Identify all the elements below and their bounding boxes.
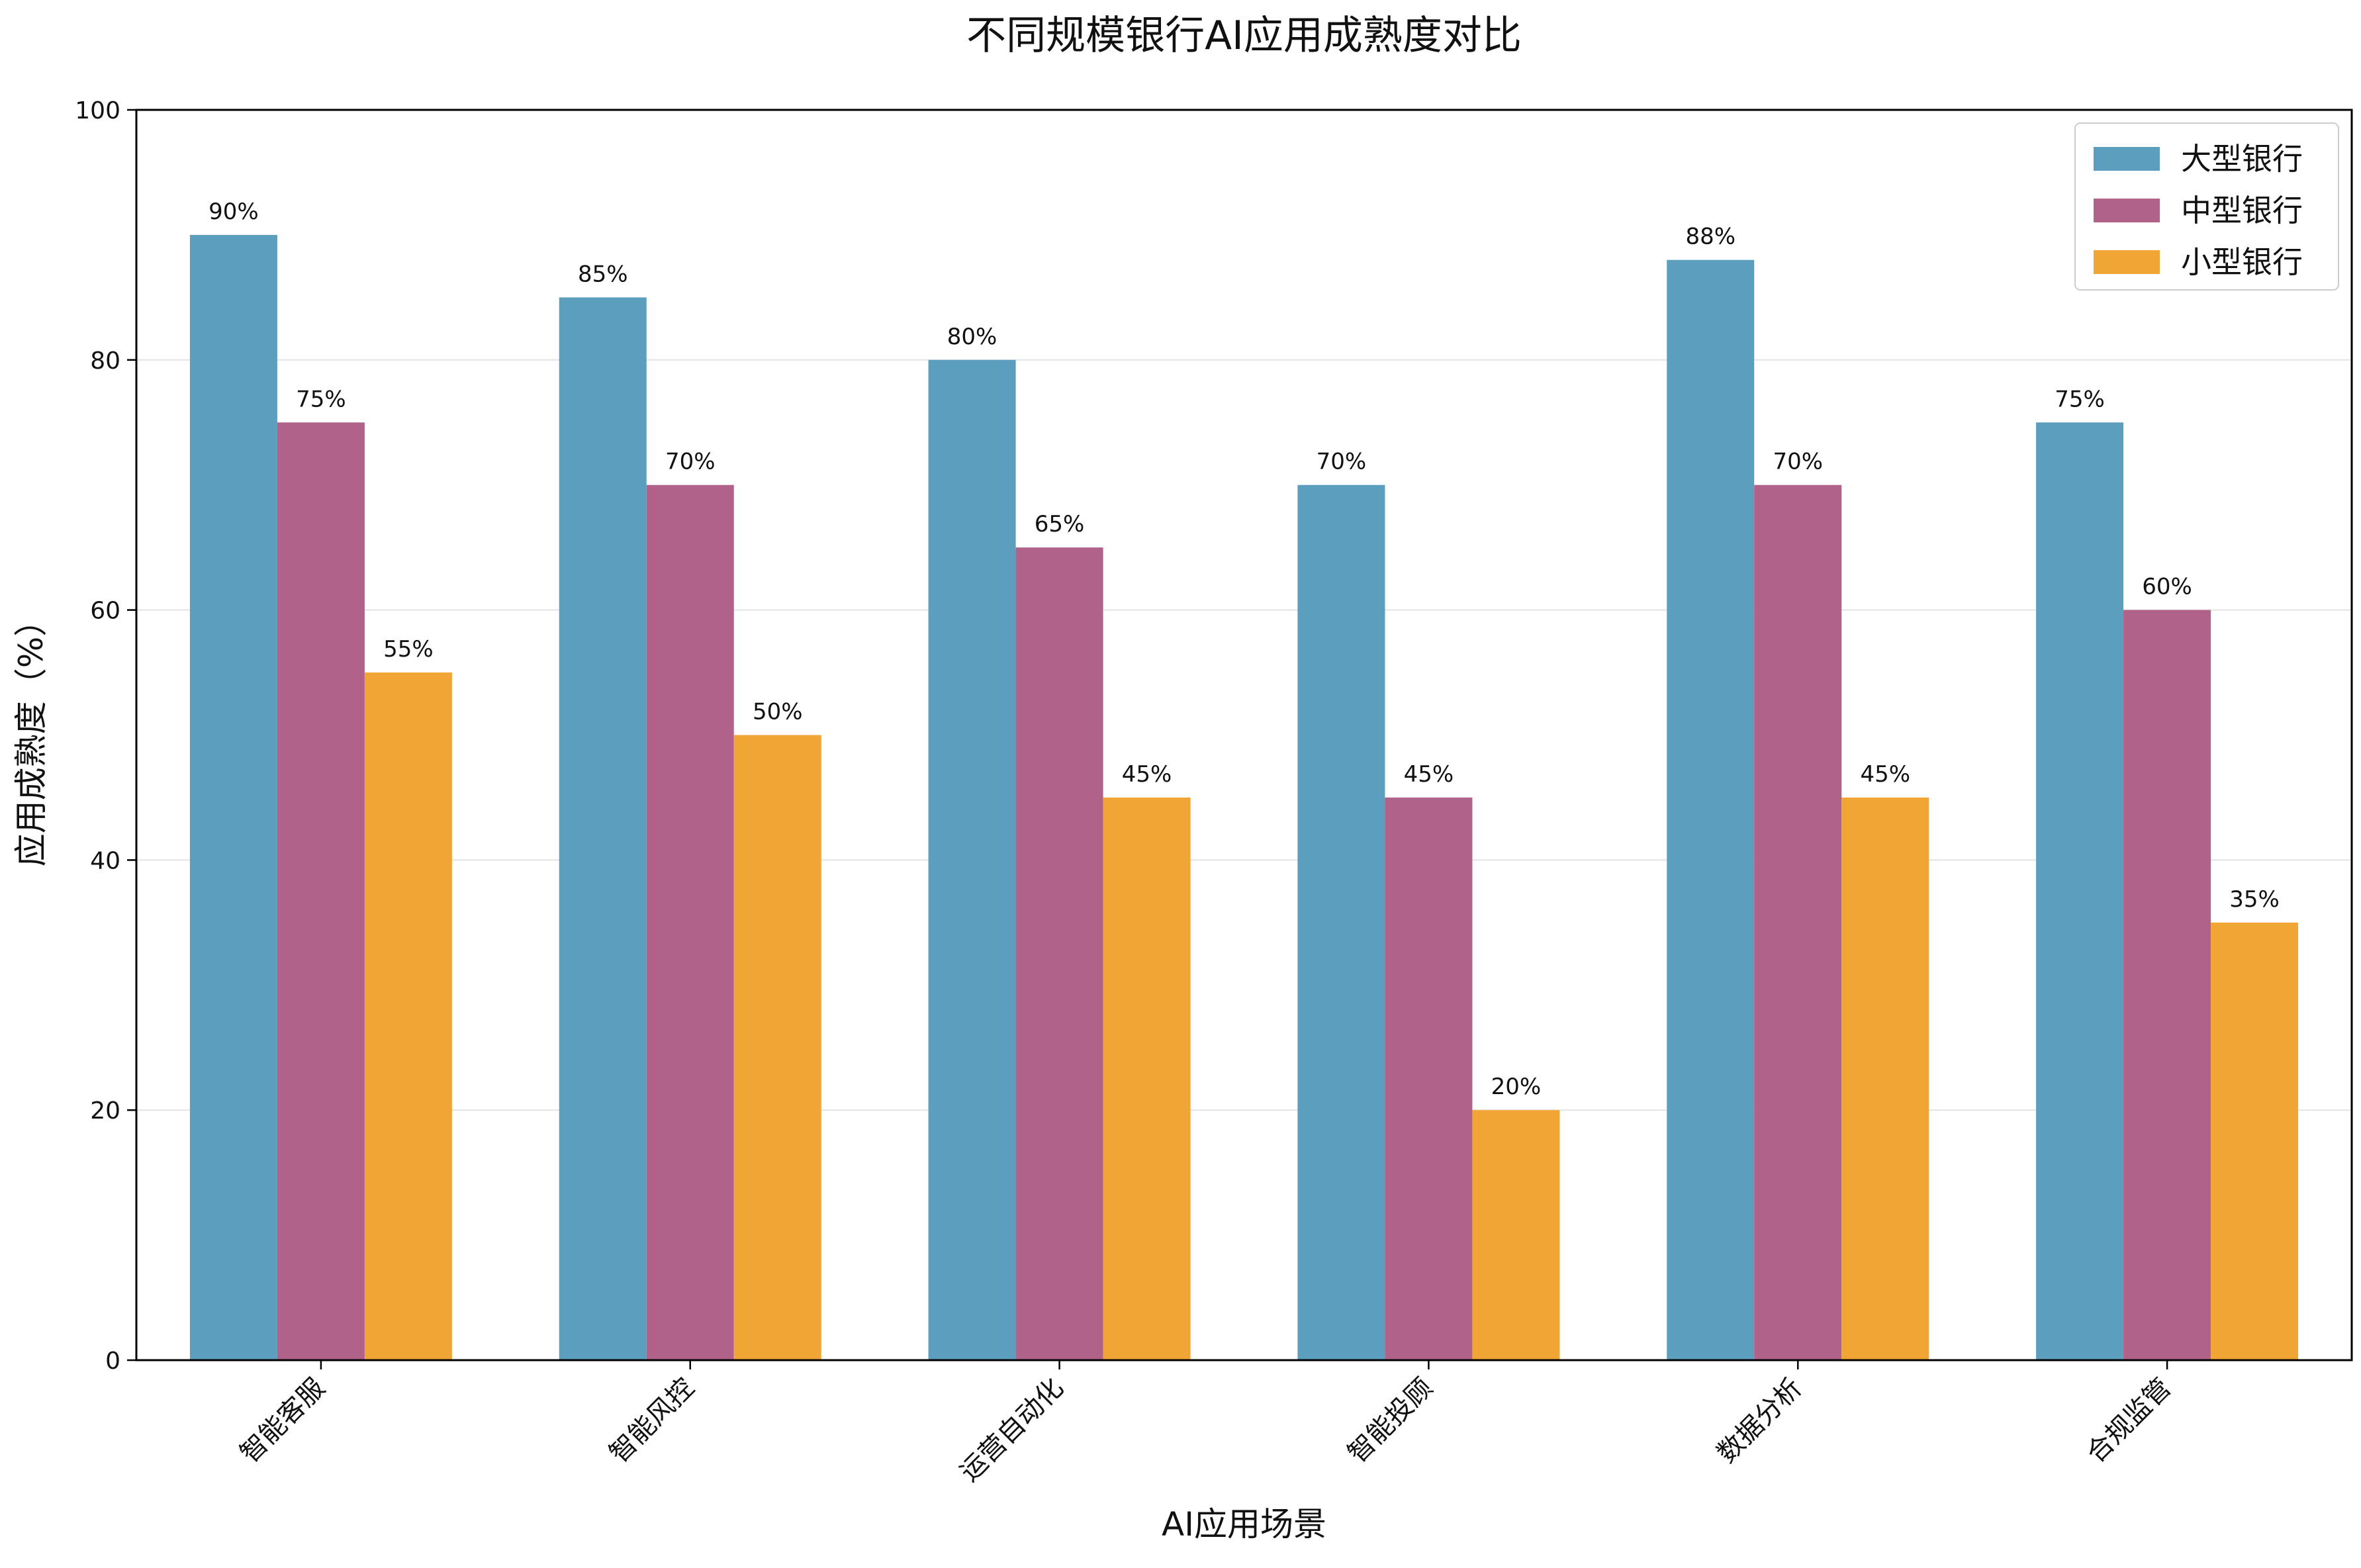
bar-series-1-cat-2 (1015, 547, 1103, 1360)
data-label-series-2-cat-5: 35% (2229, 886, 2280, 913)
y-tick-label: 20 (90, 1097, 120, 1125)
y-tick-label: 40 (90, 847, 120, 874)
y-tick-label: 100 (75, 97, 120, 124)
legend-swatch-large-bank (2094, 147, 2160, 171)
legend-swatch-medium-bank (2094, 199, 2160, 222)
bar-series-2-cat-0 (364, 672, 452, 1360)
data-label-series-2-cat-2: 45% (1122, 761, 1172, 788)
bar-series-2-cat-3 (1472, 1110, 1560, 1360)
bar-series-1-cat-4 (1754, 484, 1842, 1361)
bar-series-0-cat-5 (2036, 422, 2124, 1360)
data-label-series-1-cat-0: 75% (296, 386, 346, 412)
bar-series-2-cat-1 (733, 735, 821, 1360)
data-label-series-1-cat-1: 70% (665, 449, 716, 475)
data-label-series-0-cat-1: 85% (578, 261, 628, 287)
data-label-series-1-cat-4: 70% (1773, 449, 1823, 475)
data-label-series-0-cat-5: 75% (2055, 386, 2105, 412)
data-label-series-0-cat-0: 90% (208, 199, 259, 225)
legend-swatch-small-bank (2094, 250, 2160, 274)
bar-series-1-cat-1 (646, 484, 734, 1361)
data-label-series-1-cat-2: 65% (1035, 511, 1085, 537)
y-axis-ticks: 0 20 40 60 80 100 (75, 97, 136, 1375)
y-tick-label: 80 (90, 347, 120, 375)
data-labels: 90% 75% 55% 85% 70% 50% 80% 65% 45% 70% 45% 20% 88% 7… (208, 199, 2280, 1100)
legend-label-medium-bank: 中型银行 (2181, 193, 2303, 228)
grid-lines (136, 359, 2352, 1111)
legend-label-large-bank: 大型银行 (2181, 141, 2303, 177)
bar-series-0-cat-0 (189, 234, 277, 1360)
data-label-series-2-cat-0: 55% (383, 636, 434, 663)
x-axis-title: AI应用场景 (1162, 1505, 1326, 1544)
data-label-series-0-cat-4: 88% (1685, 224, 1736, 250)
bar-series-1-cat-3 (1385, 797, 1473, 1360)
data-label-series-2-cat-1: 50% (753, 699, 803, 725)
bar-series-2-cat-5 (2211, 922, 2299, 1360)
bar-series-2-cat-4 (1841, 797, 1929, 1360)
plot-area-frame (135, 109, 2353, 1361)
data-label-series-0-cat-2: 80% (947, 324, 997, 350)
y-tick-label: 60 (90, 598, 120, 625)
data-label-series-2-cat-3: 20% (1491, 1074, 1542, 1100)
legend: 大型银行 中型银行 小型银行 (2074, 122, 2339, 291)
data-label-series-2-cat-4: 45% (1860, 761, 1910, 788)
chart-title: 不同规模银行AI应用成熟度对比 (966, 13, 1522, 59)
bar-series-1-cat-0 (277, 422, 365, 1360)
data-label-series-0-cat-3: 70% (1317, 449, 1367, 475)
bar-series-0-cat-2 (928, 359, 1016, 1360)
y-tick-label: 0 (105, 1348, 120, 1375)
data-label-series-1-cat-5: 60% (2142, 574, 2192, 600)
bar-series-0-cat-4 (1667, 259, 1755, 1361)
bars (189, 234, 2299, 1361)
y-axis-title: 应用成熟度（%） (12, 604, 50, 867)
legend-label-small-bank: 小型银行 (2181, 244, 2303, 280)
bar-series-0-cat-3 (1297, 484, 1385, 1361)
data-label-series-1-cat-3: 45% (1404, 761, 1454, 788)
bar-series-0-cat-1 (559, 297, 647, 1361)
bar-series-1-cat-5 (2123, 610, 2211, 1360)
bar-series-2-cat-2 (1103, 797, 1191, 1360)
